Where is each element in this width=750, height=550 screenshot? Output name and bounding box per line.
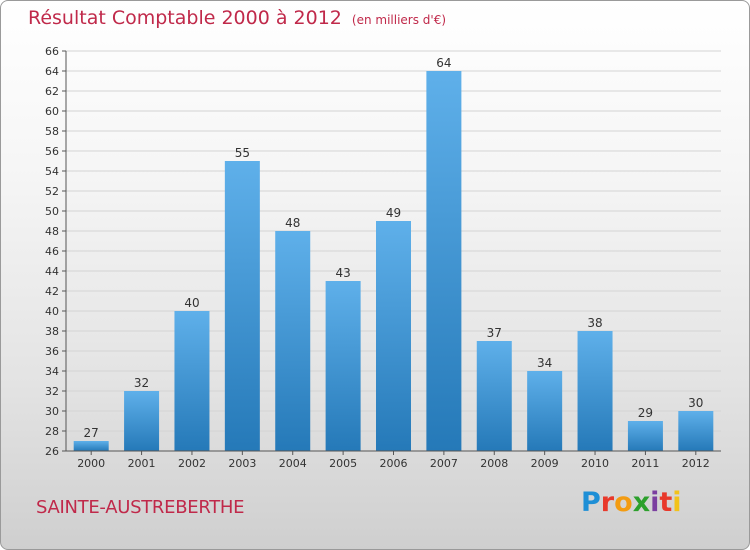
bar-value-label: 55	[235, 146, 250, 160]
y-tick-label: 42	[45, 285, 59, 298]
y-tick-label: 54	[45, 165, 59, 178]
bar-value-label: 27	[84, 426, 99, 440]
bar	[577, 331, 613, 451]
x-tick-label: 2010	[581, 457, 609, 470]
bar-value-label: 30	[688, 396, 703, 410]
bar	[627, 421, 663, 451]
chart-title: Résultat Comptable 2000 à 2012 (en millie…	[28, 7, 446, 29]
logo-letter: o	[614, 487, 633, 518]
bar-value-label: 48	[285, 216, 300, 230]
x-tick-label: 2006	[380, 457, 408, 470]
bar-value-label: 32	[134, 376, 149, 390]
proxiti-logo: Proxiti	[581, 487, 682, 518]
logo-letter: r	[600, 487, 615, 518]
bar	[275, 231, 311, 451]
x-tick-label: 2009	[531, 457, 559, 470]
y-axis-ticks: 26 28 30 32 34 36 38 40 42 44 46 48 50 52 54 56 58 60 62 64…	[45, 45, 66, 458]
bar-value-label: 40	[184, 296, 199, 310]
y-tick-label: 46	[45, 245, 59, 258]
y-tick-label: 52	[45, 185, 59, 198]
y-tick-label: 58	[45, 125, 59, 138]
bar	[73, 441, 109, 451]
bar	[124, 391, 160, 451]
x-tick-label: 2002	[178, 457, 206, 470]
bar	[376, 221, 411, 451]
bar	[476, 341, 512, 451]
x-tick-label: 2005	[329, 457, 357, 470]
y-tick-label: 32	[45, 385, 59, 398]
bar-value-label: 49	[386, 206, 401, 220]
y-tick-label: 48	[45, 225, 59, 238]
y-tick-label: 26	[45, 445, 59, 458]
x-tick-label: 2007	[430, 457, 458, 470]
bar	[527, 371, 563, 451]
bar-value-label: 29	[638, 406, 653, 420]
bar-value-labels: 27 32 40 55 48 43 49 64 37 34 38 29 30	[84, 56, 704, 440]
bar	[678, 411, 714, 451]
x-axis-ticks: 2000 2001 2002 2003 2004 2005 2006 2007 2008 2009…	[77, 451, 710, 470]
bar-value-label: 38	[587, 316, 602, 330]
commune-name: SAINTE-AUSTREBERTHE	[36, 497, 245, 518]
y-tick-label: 28	[45, 425, 59, 438]
y-tick-label: 44	[45, 265, 59, 278]
title-unit: (en milliers d'€)	[351, 13, 447, 27]
bar	[426, 71, 462, 451]
y-tick-label: 30	[45, 405, 59, 418]
bar-value-label: 43	[335, 266, 350, 280]
bars	[73, 71, 714, 451]
bar-value-label: 37	[487, 326, 502, 340]
x-tick-label: 2012	[682, 457, 710, 470]
y-tick-label: 56	[45, 145, 59, 158]
bar	[174, 311, 210, 451]
y-tick-label: 64	[45, 65, 59, 78]
x-tick-label: 2008	[480, 457, 508, 470]
y-tick-label: 50	[45, 205, 59, 218]
y-tick-label: 38	[45, 325, 59, 338]
bar	[224, 161, 260, 451]
logo-letter: P	[581, 487, 601, 518]
x-tick-label: 2011	[631, 457, 659, 470]
x-tick-label: 2001	[128, 457, 156, 470]
x-tick-label: 2000	[77, 457, 105, 470]
y-tick-label: 66	[45, 45, 59, 58]
bar-value-label: 34	[537, 356, 552, 370]
logo-letter: x	[632, 487, 651, 518]
axes	[65, 51, 721, 452]
y-tick-label: 34	[45, 365, 59, 378]
title-main: Résultat Comptable 2000 à 2012	[28, 7, 342, 29]
x-tick-label: 2004	[279, 457, 307, 470]
logo-letter: i	[650, 487, 660, 518]
logo-letter: t	[659, 487, 673, 518]
y-tick-label: 36	[45, 345, 59, 358]
bar-value-label: 64	[436, 56, 451, 70]
y-tick-label: 40	[45, 305, 59, 318]
logo-letter: i	[672, 487, 682, 518]
bar-chart: 26 28 30 32 34 36 38 40 42 44 46 48 50 52 54 56 58 60 62 64…	[45, 45, 721, 470]
x-tick-label: 2003	[228, 457, 256, 470]
bar	[325, 281, 361, 451]
y-tick-label: 60	[45, 105, 59, 118]
y-tick-label: 62	[45, 85, 59, 98]
